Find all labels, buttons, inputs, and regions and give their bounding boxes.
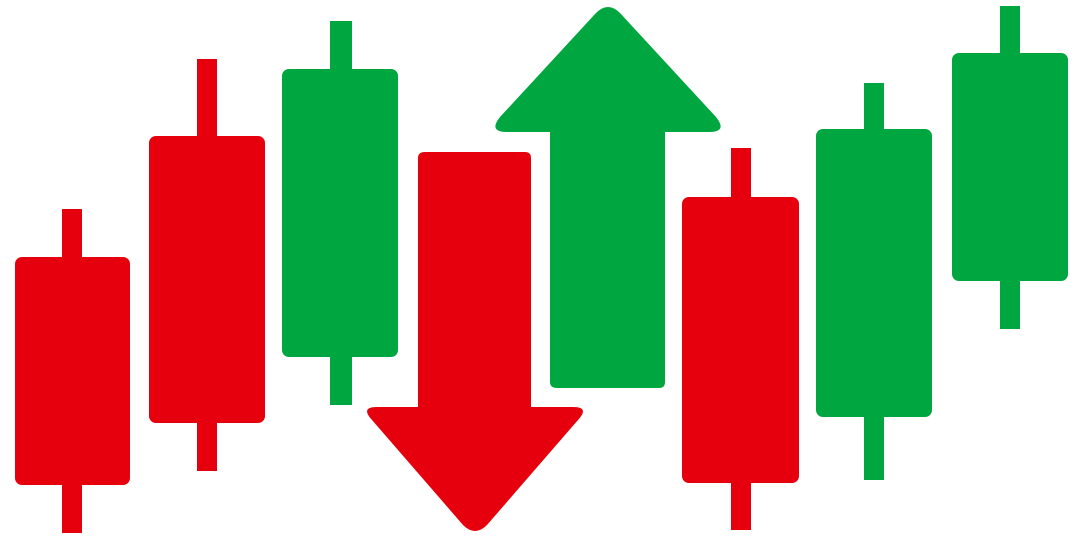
- candle-3: [282, 21, 398, 405]
- candle-body: [952, 53, 1068, 281]
- candle-1: [15, 209, 130, 533]
- candle-2: [149, 59, 265, 471]
- candle-6: [952, 6, 1068, 329]
- arrow-up-icon: [495, 7, 721, 388]
- candle-body: [816, 129, 932, 417]
- candle-body: [682, 197, 799, 483]
- candle-body: [15, 257, 130, 485]
- candle-body: [149, 136, 265, 423]
- candle-5: [816, 83, 932, 480]
- candle-body: [282, 69, 398, 357]
- candle-4: [682, 148, 799, 530]
- arrow-down-icon: [367, 152, 583, 531]
